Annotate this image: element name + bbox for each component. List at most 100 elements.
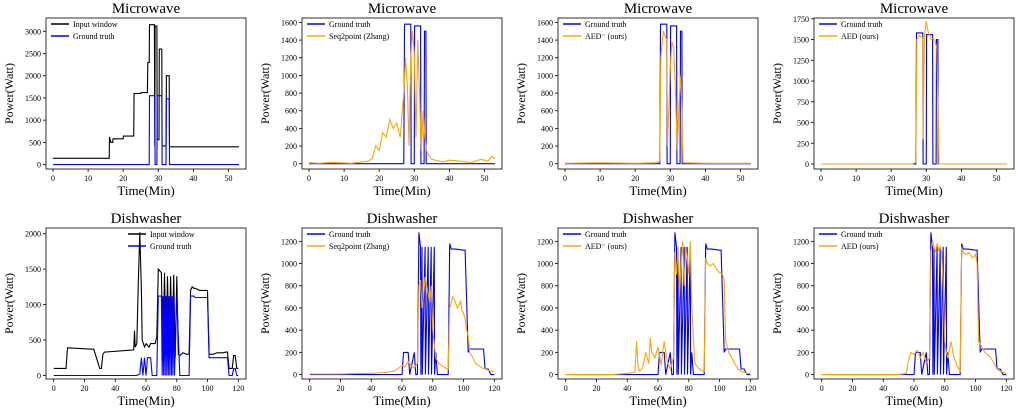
x-tick-label: 120 <box>488 384 500 393</box>
chart-panel: Microwave 0 10 20 30 40 50 0 250 500 750 1000 1250 15… <box>768 0 1023 209</box>
y-tick-label: 1200 <box>537 237 553 246</box>
y-tick-label: 0 <box>293 371 297 380</box>
y-tick-label: 1400 <box>537 36 553 45</box>
x-tick-label: 20 <box>592 384 600 393</box>
x-tick-label: 20 <box>80 384 88 393</box>
x-tick-label: 50 <box>224 174 232 183</box>
chart-panel: Dishwasher 0 20 40 60 80 100 120 0 500 1000 1500 200… <box>0 210 255 419</box>
x-tick-label: 40 <box>367 384 375 393</box>
legend-label: Seq2point (Zhang) <box>329 242 390 251</box>
y-tick-label: 400 <box>797 326 809 335</box>
series-line <box>821 232 1007 376</box>
chart-plot: 0 10 20 30 40 50050010001500200025003000Time(… <box>2 17 247 198</box>
legend-label: Ground truth <box>585 230 627 239</box>
chart-panel: Microwave 0 10 20 30 40 50 0 500 1000 1500 2000 2500… <box>0 0 255 209</box>
x-tick-label: 40 <box>445 174 453 183</box>
y-tick-label: 2000 <box>25 72 41 81</box>
y-tick-label: 0 <box>549 160 553 169</box>
x-tick-label: 0 <box>819 174 823 183</box>
series-line <box>821 241 1007 376</box>
y-tick-label: 200 <box>285 142 297 151</box>
y-tick-label: 200 <box>541 142 553 151</box>
legend-label: AED (ours) <box>841 242 879 251</box>
y-tick-label: 0 <box>805 371 809 380</box>
y-tick-label: 800 <box>285 282 297 291</box>
legend-label: Input window <box>150 230 195 239</box>
y-tick-label: 600 <box>541 304 553 313</box>
x-tick-label: 80 <box>173 384 181 393</box>
x-tick-label: 40 <box>111 384 119 393</box>
y-tick-label: 1000 <box>537 260 553 269</box>
series-line <box>821 21 1007 165</box>
y-tick-label: 1000 <box>281 260 297 269</box>
legend-label: AED⁻ (ours) <box>585 32 627 41</box>
y-tick-label: 400 <box>541 326 553 335</box>
y-axis-label: Power(Watt) <box>258 273 272 334</box>
chart-panel: Dishwasher 0 20 40 60 80 100 120 0 200 400 600 800 10… <box>256 210 511 419</box>
x-tick-label: 40 <box>623 384 631 393</box>
y-tick-label: 0 <box>37 161 41 170</box>
chart-plot: 0 20 40 60 80 100 120020040060080010001200Time… <box>514 227 759 408</box>
x-tick-label: 20 <box>119 174 127 183</box>
series-line <box>565 232 751 376</box>
x-tick-label: 20 <box>631 174 639 183</box>
x-tick-label: 100 <box>458 384 470 393</box>
x-tick-label: 20 <box>336 384 344 393</box>
y-tick-label: 600 <box>541 107 553 116</box>
chart-plot: 0 10 20 30 40 5002505007501000125015001750Tim… <box>770 15 1015 198</box>
x-tick-label: 20 <box>848 384 856 393</box>
x-axis-label: Time(Min) <box>629 183 686 198</box>
y-tick-label: 1000 <box>25 301 41 310</box>
y-tick-label: 800 <box>541 282 553 291</box>
y-tick-label: 200 <box>285 348 297 357</box>
y-tick-label: 1000 <box>537 71 553 80</box>
y-tick-label: 1200 <box>537 54 553 63</box>
y-tick-label: 500 <box>797 119 809 128</box>
chart-plot: 0 20 40 60 80 100 120020040060080010001200Time… <box>258 227 503 408</box>
x-axis-label: Time(Min) <box>117 183 174 198</box>
x-axis-label: Time(Min) <box>373 183 430 198</box>
x-tick-label: 10 <box>596 174 604 183</box>
y-tick-label: 1400 <box>281 36 297 45</box>
x-tick-label: 40 <box>701 174 709 183</box>
x-tick-label: 30 <box>922 174 930 183</box>
series-line <box>309 276 495 375</box>
x-tick-label: 100 <box>714 384 726 393</box>
legend-label: Ground truth <box>150 242 192 251</box>
x-tick-label: 100 <box>202 384 214 393</box>
chart-title: Microwave <box>111 1 181 17</box>
x-tick-label: 0 <box>563 174 567 183</box>
y-tick-label: 1600 <box>537 18 553 27</box>
y-tick-label: 600 <box>797 304 809 313</box>
chart-title: Dishwasher <box>366 211 438 227</box>
y-tick-label: 1000 <box>25 116 41 125</box>
x-axis-label: Time(Min) <box>885 183 942 198</box>
y-tick-label: 400 <box>285 326 297 335</box>
x-tick-label: 60 <box>398 384 406 393</box>
y-tick-label: 200 <box>541 348 553 357</box>
axes-frame <box>301 17 503 170</box>
y-axis-label: Power(Watt) <box>2 63 16 124</box>
x-tick-label: 30 <box>410 174 418 183</box>
x-tick-label: 0 <box>820 384 824 393</box>
x-tick-label: 80 <box>685 384 693 393</box>
chart-title: Dishwasher <box>110 211 182 227</box>
legend-label: Ground truth <box>329 230 371 239</box>
series-line <box>53 95 239 166</box>
y-tick-label: 600 <box>285 107 297 116</box>
x-tick-label: 40 <box>957 174 965 183</box>
y-tick-label: 200 <box>797 348 809 357</box>
legend-label: Seq2point (Zhang) <box>329 32 390 41</box>
x-tick-label: 60 <box>910 384 918 393</box>
chart-plot: 0 10 20 30 40 50 0 200 400 600 800 1000 1200 1400 1600… <box>514 17 759 198</box>
chart-title: Dishwasher <box>622 211 694 227</box>
y-tick-label: 2500 <box>25 50 41 59</box>
y-tick-label: 500 <box>29 138 41 147</box>
legend-label: Input window <box>73 20 118 29</box>
x-tick-label: 20 <box>375 174 383 183</box>
y-tick-label: 1500 <box>793 36 809 45</box>
y-tick-label: 1750 <box>793 15 809 24</box>
chart-panel: Microwave 0 10 20 30 40 50 0 200 400 600 800 1000 120… <box>512 0 767 209</box>
x-tick-label: 100 <box>970 384 982 393</box>
